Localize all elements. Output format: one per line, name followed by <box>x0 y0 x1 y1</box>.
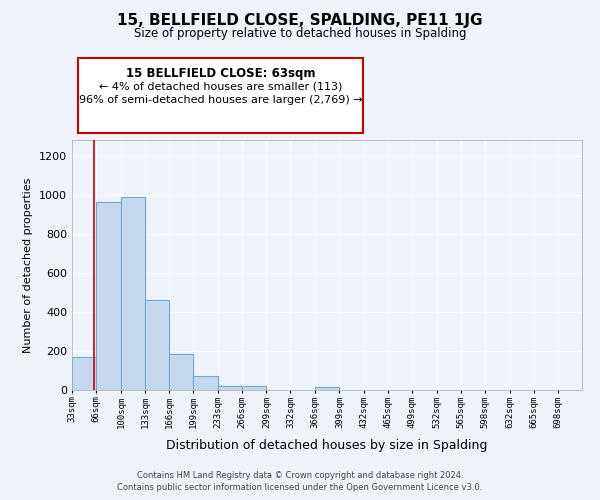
Bar <box>193 376 218 390</box>
Bar <box>218 386 242 390</box>
Bar <box>96 202 121 390</box>
Y-axis label: Number of detached properties: Number of detached properties <box>23 178 34 352</box>
Text: Contains HM Land Registry data © Crown copyright and database right 2024.: Contains HM Land Registry data © Crown c… <box>137 471 463 480</box>
Text: Contains public sector information licensed under the Open Government Licence v3: Contains public sector information licen… <box>118 484 482 492</box>
Text: 15, BELLFIELD CLOSE, SPALDING, PE11 1JG: 15, BELLFIELD CLOSE, SPALDING, PE11 1JG <box>117 12 483 28</box>
Bar <box>242 386 266 390</box>
Text: Size of property relative to detached houses in Spalding: Size of property relative to detached ho… <box>134 28 466 40</box>
Text: 15 BELLFIELD CLOSE: 63sqm: 15 BELLFIELD CLOSE: 63sqm <box>125 66 315 80</box>
Bar <box>169 354 193 390</box>
Text: ← 4% of detached houses are smaller (113): ← 4% of detached houses are smaller (113… <box>98 82 342 92</box>
Bar <box>121 196 145 390</box>
Bar <box>145 300 169 390</box>
Text: 96% of semi-detached houses are larger (2,769) →: 96% of semi-detached houses are larger (… <box>79 95 362 105</box>
Bar <box>316 388 340 390</box>
Bar <box>72 357 96 390</box>
X-axis label: Distribution of detached houses by size in Spalding: Distribution of detached houses by size … <box>166 439 488 452</box>
